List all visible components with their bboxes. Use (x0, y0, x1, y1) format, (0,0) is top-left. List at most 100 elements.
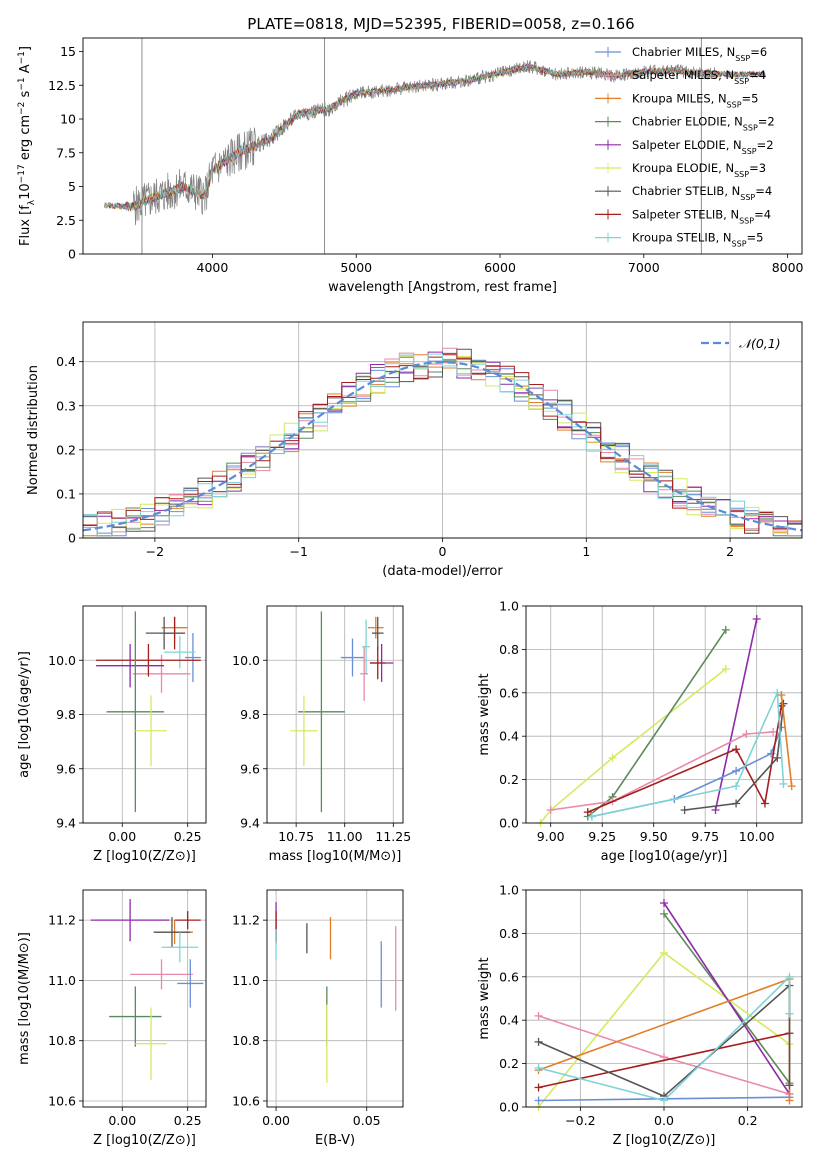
legend-label: Kroupa STELIB, NSSP=5 (632, 231, 763, 249)
weight-marker (721, 664, 730, 673)
weight-line (538, 974, 791, 1102)
y-tick-label: 1.0 (499, 599, 519, 614)
legend-sub: SSP (734, 170, 749, 179)
weight-marker (785, 1009, 794, 1018)
x-tick-label: 0.00 (262, 1113, 290, 1128)
y-axis-label: mass weight (477, 673, 492, 755)
y-tick-label: 5 (68, 179, 76, 194)
x-tick-label: 0 (439, 544, 447, 559)
legend-model: Salpeter MILES, N (632, 68, 734, 82)
weight-marker (680, 805, 689, 814)
weight-marker (583, 808, 592, 817)
legend-count: =5 (742, 91, 759, 105)
y-tick-label: 0.4 (499, 729, 519, 744)
weight-marker (721, 625, 730, 634)
x-axis-label: Z [log10(Z/Z⊙)] (613, 1133, 716, 1148)
legend-model: Kroupa ELODIE, N (632, 161, 734, 175)
y-tick-label: 2.5 (56, 213, 76, 228)
weight-line (714, 618, 758, 811)
x-axis-label: age [log10(age/yr)] (601, 849, 728, 864)
y-label-part: ] (18, 46, 33, 51)
legend-count: =4 (749, 68, 766, 82)
model-spectrum-line (104, 63, 766, 211)
x-tick-label: 7000 (628, 260, 660, 275)
y-label-part: erg cm (18, 115, 33, 164)
z-age-panel: 0.00 0.25 9.4 9.6 9.8 10.0 Z [log10(Z/Z⊙)] age … (17, 605, 207, 864)
weight-line (663, 902, 791, 1095)
weight-marker (534, 1083, 543, 1092)
y-tick-label: 0.6 (499, 685, 519, 700)
weight-line (591, 727, 783, 818)
x-tick-label: 1 (582, 544, 590, 559)
x-tick-label: 10.00 (739, 829, 775, 844)
legend-sub: SSP (743, 123, 758, 132)
x-tick-label: 0.25 (174, 829, 202, 844)
weight-marker (742, 730, 751, 739)
y-tick-label: 10.8 (232, 1033, 260, 1048)
x-tick-label: 0.00 (108, 1113, 136, 1128)
y-axis-label: Normed distribution (26, 365, 41, 495)
legend-sub: SSP (727, 100, 742, 109)
weight-marker (587, 812, 596, 821)
y-tick-label: 12.5 (48, 78, 76, 93)
x-tick-label: 9.50 (640, 829, 668, 844)
legend-count: =3 (749, 161, 766, 175)
weight-marker (752, 615, 761, 624)
x-tick-label: 9.75 (691, 829, 719, 844)
y-tick-label: 15 (60, 44, 76, 59)
legend-model: Salpeter ELODIE, N (632, 138, 742, 152)
y-tick-label: 9.8 (56, 707, 76, 722)
histogram-step (83, 348, 802, 537)
y-tick-label: 0.2 (499, 772, 519, 787)
y-tick-label: 7.5 (56, 145, 76, 160)
y-axis-label: Flux [fλ10−17 erg cm−2 s−1 A−1] (17, 46, 37, 246)
weight-line (539, 668, 727, 824)
y-label-part: λ (27, 199, 37, 205)
y-tick-label: 0 (68, 531, 76, 546)
ebv-mass-panel: 0.00 0.05 10.6 10.8 11.0 11.2 E(B-V) (232, 889, 404, 1148)
errorbars (96, 611, 201, 813)
x-axis-label: mass [log10(M/M⊙)] (269, 849, 402, 864)
x-tick-label: 0.25 (174, 1113, 202, 1128)
axes-frame (525, 889, 803, 1108)
legend-label: Salpeter STELIB, NSSP=4 (632, 207, 771, 225)
weight-line (538, 983, 791, 1098)
legend-label: Salpeter MILES, NSSP=4 (632, 68, 766, 86)
weight-marker (534, 1011, 543, 1020)
y-tick-label: 0.8 (499, 642, 519, 657)
axes-frame (266, 605, 404, 824)
weight-lines (536, 615, 796, 827)
figure-title: PLATE=0818, MJD=52395, FIBERID=0058, z=0… (247, 15, 634, 33)
legend-model: Chabrier MILES, N (632, 45, 735, 59)
legend-model: Chabrier STELIB, N (632, 184, 740, 198)
y-tick-label: 11.2 (232, 913, 260, 928)
axes-frame (82, 37, 803, 255)
legend-sub: SSP (734, 77, 749, 86)
weight-marker (785, 972, 794, 981)
y-tick-label: 10.6 (232, 1093, 260, 1108)
axes-frame (525, 605, 803, 824)
y-tick-label: 11.2 (48, 913, 76, 928)
y-label-part: s (18, 90, 33, 101)
x-tick-label: 5000 (340, 260, 372, 275)
x-axis-label: Z [log10(Z/Z⊙)] (93, 1133, 196, 1148)
y-tick-label: 10.0 (48, 653, 76, 668)
mass-age-panel: 10.75 11.00 11.25 9.4 9.6 9.8 10.0 mass [log10(… (232, 605, 411, 864)
x-tick-label: −1 (289, 544, 307, 559)
z-weight-panel: −0.2 0.0 0.2 0.0 0.2 0.4 0.6 0.8 1.0 Z [log10(Z/Z… (477, 883, 803, 1148)
y-axis-label: mass [log10(M/M⊙)] (17, 932, 32, 1065)
errorbars (290, 611, 394, 813)
y-tick-label: 10.8 (48, 1033, 76, 1048)
y-label-part: Flux [f (18, 205, 33, 246)
y-label-part: −17 (17, 164, 27, 183)
legend-label: Chabrier MILES, NSSP=6 (632, 45, 767, 63)
axes-frame (82, 321, 803, 539)
y-tick-label: 10.6 (48, 1093, 76, 1108)
y-label-part: −2 (17, 102, 27, 115)
weight-marker (660, 899, 668, 908)
y-tick-label: 0.2 (499, 1056, 519, 1071)
y-tick-label: 1.0 (499, 883, 519, 898)
weight-marker (534, 1063, 543, 1072)
weight-line (591, 692, 785, 818)
x-tick-label: 6000 (484, 260, 516, 275)
